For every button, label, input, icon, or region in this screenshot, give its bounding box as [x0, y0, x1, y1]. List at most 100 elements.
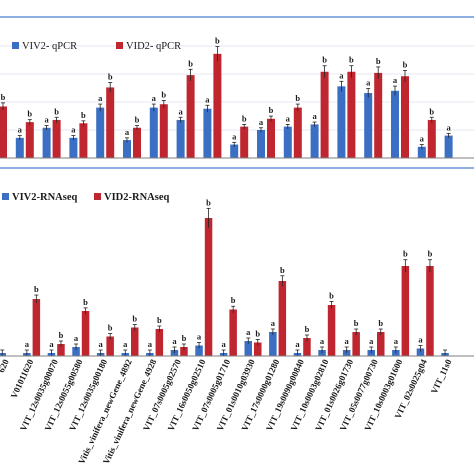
bar-viv2-qpcr-g6 — [149, 107, 158, 158]
significance-letter: b — [188, 58, 193, 68]
significance-letter: a — [172, 336, 177, 346]
significance-letter: a — [99, 339, 104, 349]
bar-viv2-rnaseq-vit-01s0010g03930 — [244, 341, 252, 356]
bar-viv2-rnaseq-vit-16s0050g02510 — [195, 345, 203, 356]
legend-swatch-vid2-qpcr — [116, 42, 123, 49]
bar-vid2-rnaseq-vit-12s0035g00180 — [106, 336, 114, 356]
significance-letter: b — [329, 290, 334, 300]
significance-letter: a — [178, 106, 183, 116]
significance-letter: b — [157, 315, 162, 325]
legend-label-viv2-qpcr: VIV2- qPCR — [22, 41, 77, 52]
bar-vid2-qpcr-g4 — [106, 87, 115, 158]
bar-vid2-rnaseq-vit-12s0055g00580 — [81, 311, 90, 356]
bar-vid2-rnaseq-vit-12s0035g00070 — [57, 344, 65, 356]
bar-viv2-qpcr-g4 — [96, 107, 105, 158]
significance-letter: a — [246, 327, 251, 337]
bar-viv2-rnaseq-vit-12s0055g00580 — [72, 347, 80, 356]
significance-letter: b — [349, 55, 354, 65]
tick-label-620: 620 — [0, 357, 11, 374]
bar-viv2-qpcr-g2 — [42, 127, 51, 158]
significance-letter: a — [271, 318, 276, 328]
bar-viv2-rnaseq-620 — [0, 353, 6, 356]
bar-viv2-rnaseq-vit-02s0025g04 — [416, 348, 425, 356]
legend-label-vid2-rnaseq: VID2-RNAseq — [104, 192, 169, 203]
significance-letter: a — [418, 335, 423, 345]
significance-letter: a — [71, 125, 76, 135]
bar-viv2-qpcr-g1 — [15, 137, 24, 158]
bar-vid2-rnaseq-vit-10s0003g02810 — [327, 305, 336, 356]
significance-letter: b — [255, 329, 260, 339]
significance-letter: b — [83, 297, 88, 307]
significance-letter: a — [320, 336, 325, 346]
bar-viv2-qpcr-g16 — [417, 146, 426, 158]
bar-vid2-qpcr-g3 — [79, 123, 88, 158]
significance-letter: b — [231, 295, 236, 305]
significance-letter: a — [446, 122, 451, 132]
significance-letter: b — [280, 265, 285, 275]
bar-viv2-qpcr-g11 — [283, 126, 292, 158]
significance-letter: b — [108, 323, 113, 333]
bar-vid2-qpcr-g8 — [213, 53, 222, 159]
significance-letter: b — [1, 92, 6, 102]
significance-letter: a — [197, 332, 202, 342]
significance-letter: b — [295, 93, 300, 103]
bar-vid2-rnaseq-vit-07s0005g01710 — [229, 309, 237, 356]
significance-letter: a — [205, 94, 210, 104]
significance-letter: a — [259, 117, 264, 127]
significance-letter: b — [269, 105, 274, 115]
bar-viv2-qpcr-g5 — [123, 140, 131, 158]
legend-label-vid2-qpcr: VID2- qPCR — [126, 41, 181, 52]
significance-letter: a — [148, 339, 153, 349]
significance-letter: b — [161, 89, 166, 99]
significance-letter: b — [376, 56, 381, 66]
bar-vid2-rnaseq-vit-01s0010g03930 — [254, 342, 262, 356]
bar-vid2-rnaseq-vit-16s0050g02510 — [204, 218, 213, 356]
significance-letter: b — [132, 314, 137, 324]
significance-letter: a — [286, 113, 291, 123]
significance-letter: b — [182, 333, 187, 343]
bar-vid2-qpcr-g14 — [374, 72, 383, 158]
significance-letter: a — [295, 339, 300, 349]
significance-letter: a — [369, 336, 374, 346]
bar-vid2-qpcr-g2 — [52, 119, 61, 158]
legend-label-viv2-rnaseq: VIV2-RNAseq — [12, 192, 77, 203]
significance-letter: a — [222, 339, 227, 349]
bar-vid2-rnaseq-vitis-vinifera-newgene-4892 — [131, 327, 139, 356]
bar-vid2-rnaseq-v01011620 — [32, 299, 41, 356]
bar-viv2-qpcr-g14 — [364, 93, 373, 158]
bar-vid2-qpcr-g6 — [159, 104, 168, 158]
significance-letter: a — [74, 333, 79, 343]
significance-letter: b — [108, 72, 113, 82]
significance-letter: a — [49, 339, 54, 349]
significance-letter: b — [27, 109, 32, 119]
top-legend: VIV2- qPCR VID2- qPCR — [12, 41, 181, 52]
bar-vid2-qpcr-g13 — [347, 71, 356, 158]
bar-vid2-rnaseq-vit-17s0000g01280 — [278, 281, 287, 356]
significance-letter: b — [429, 106, 434, 116]
bar-vid2-qpcr-g10 — [267, 118, 275, 158]
bar-viv2-qpcr-g7 — [176, 119, 185, 158]
bar-vid2-qpcr-g11 — [293, 107, 302, 158]
bar-vid2-qpcr-g15 — [401, 76, 409, 158]
significance-letter: b — [54, 106, 59, 116]
significance-letter: b — [354, 318, 359, 328]
bar-vid2-qpcr-g5 — [133, 127, 141, 158]
significance-letter: a — [98, 93, 103, 103]
significance-letter: a — [366, 77, 371, 87]
bar-vid2-qpcr-g7 — [186, 75, 195, 158]
significance-letter: b — [34, 284, 39, 294]
bar-viv2-qpcr-g3 — [69, 137, 78, 158]
significance-letter: b — [403, 60, 408, 70]
bar-viv2-qpcr-g12 — [310, 124, 319, 158]
bar-vid2-qpcr-g0 — [0, 106, 7, 158]
significance-letter: a — [393, 75, 398, 85]
significance-letter: a — [339, 70, 344, 80]
significance-letter: b — [403, 249, 408, 259]
bar-viv2-qpcr-g17 — [444, 135, 453, 158]
bar-viv2-qpcr-g8 — [203, 108, 212, 158]
legend-swatch-viv2-qpcr — [12, 42, 19, 49]
significance-letter: a — [25, 339, 30, 349]
bar-vid2-qpcr-g16 — [427, 119, 436, 158]
significance-letter: b — [305, 324, 310, 334]
